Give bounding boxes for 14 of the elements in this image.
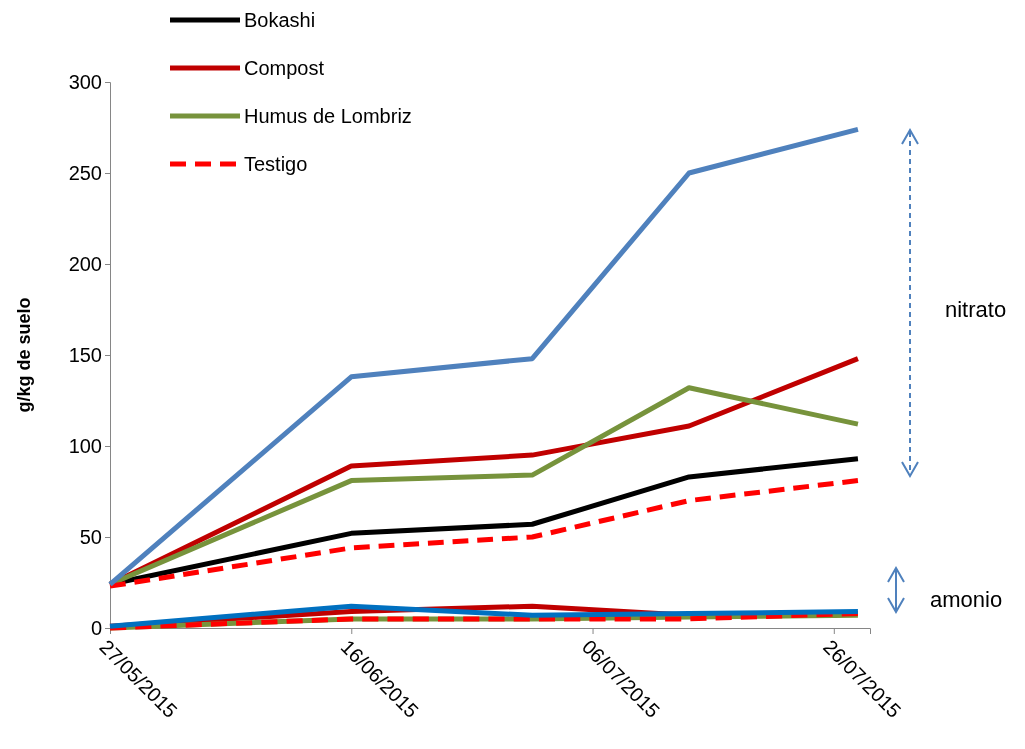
legend-label: Testigo (244, 153, 308, 175)
y-tick-label: 200 (68, 252, 102, 275)
text: amonio (930, 587, 1003, 612)
y-tick-label: 300 (68, 70, 102, 93)
y-tick-label: 150 (68, 343, 102, 366)
legend-label: Bokashi (244, 9, 316, 31)
y-tick-label: 0 (90, 616, 102, 639)
y-tick-label: 50 (79, 525, 102, 548)
y-tick-label: 250 (68, 161, 102, 184)
y-tick-label: 100 (68, 434, 102, 457)
y-axis-title: g/kg de suelo (14, 297, 34, 413)
text: nitrato (945, 297, 1007, 322)
legend-label: Compost (244, 57, 325, 79)
legend-label: Humus de Lombriz (244, 105, 412, 127)
